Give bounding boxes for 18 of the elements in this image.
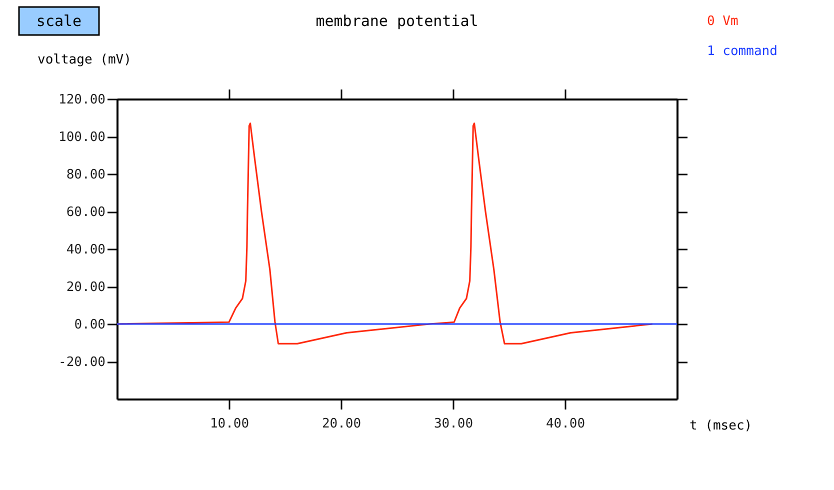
- y-tick-label: 80.00: [66, 168, 106, 182]
- y-tick-label: 60.00: [66, 205, 106, 220]
- chart-title: membrane potential: [316, 12, 478, 30]
- y-tick-label: -20.00: [58, 355, 106, 370]
- y-tick-label: 20.00: [66, 280, 106, 295]
- y-tick-label: 100.00: [58, 130, 106, 145]
- y-tick-label: 40.00: [66, 242, 106, 258]
- x-tick-label: 10.00: [210, 416, 250, 432]
- x-tick-label: 40.00: [546, 416, 586, 432]
- y-tick-label: 0.00: [74, 318, 106, 332]
- text: 1 command: [707, 44, 778, 59]
- y-axis-title: voltage (mV): [38, 52, 132, 68]
- x-axis-title: t (msec): [690, 418, 752, 434]
- x-tick-label: 30.00: [434, 416, 474, 432]
- text: scale: [36, 12, 82, 30]
- text: 0 Vm: [707, 14, 738, 29]
- y-tick-label: 120.00: [58, 92, 106, 108]
- x-tick-label: 20.00: [322, 416, 362, 432]
